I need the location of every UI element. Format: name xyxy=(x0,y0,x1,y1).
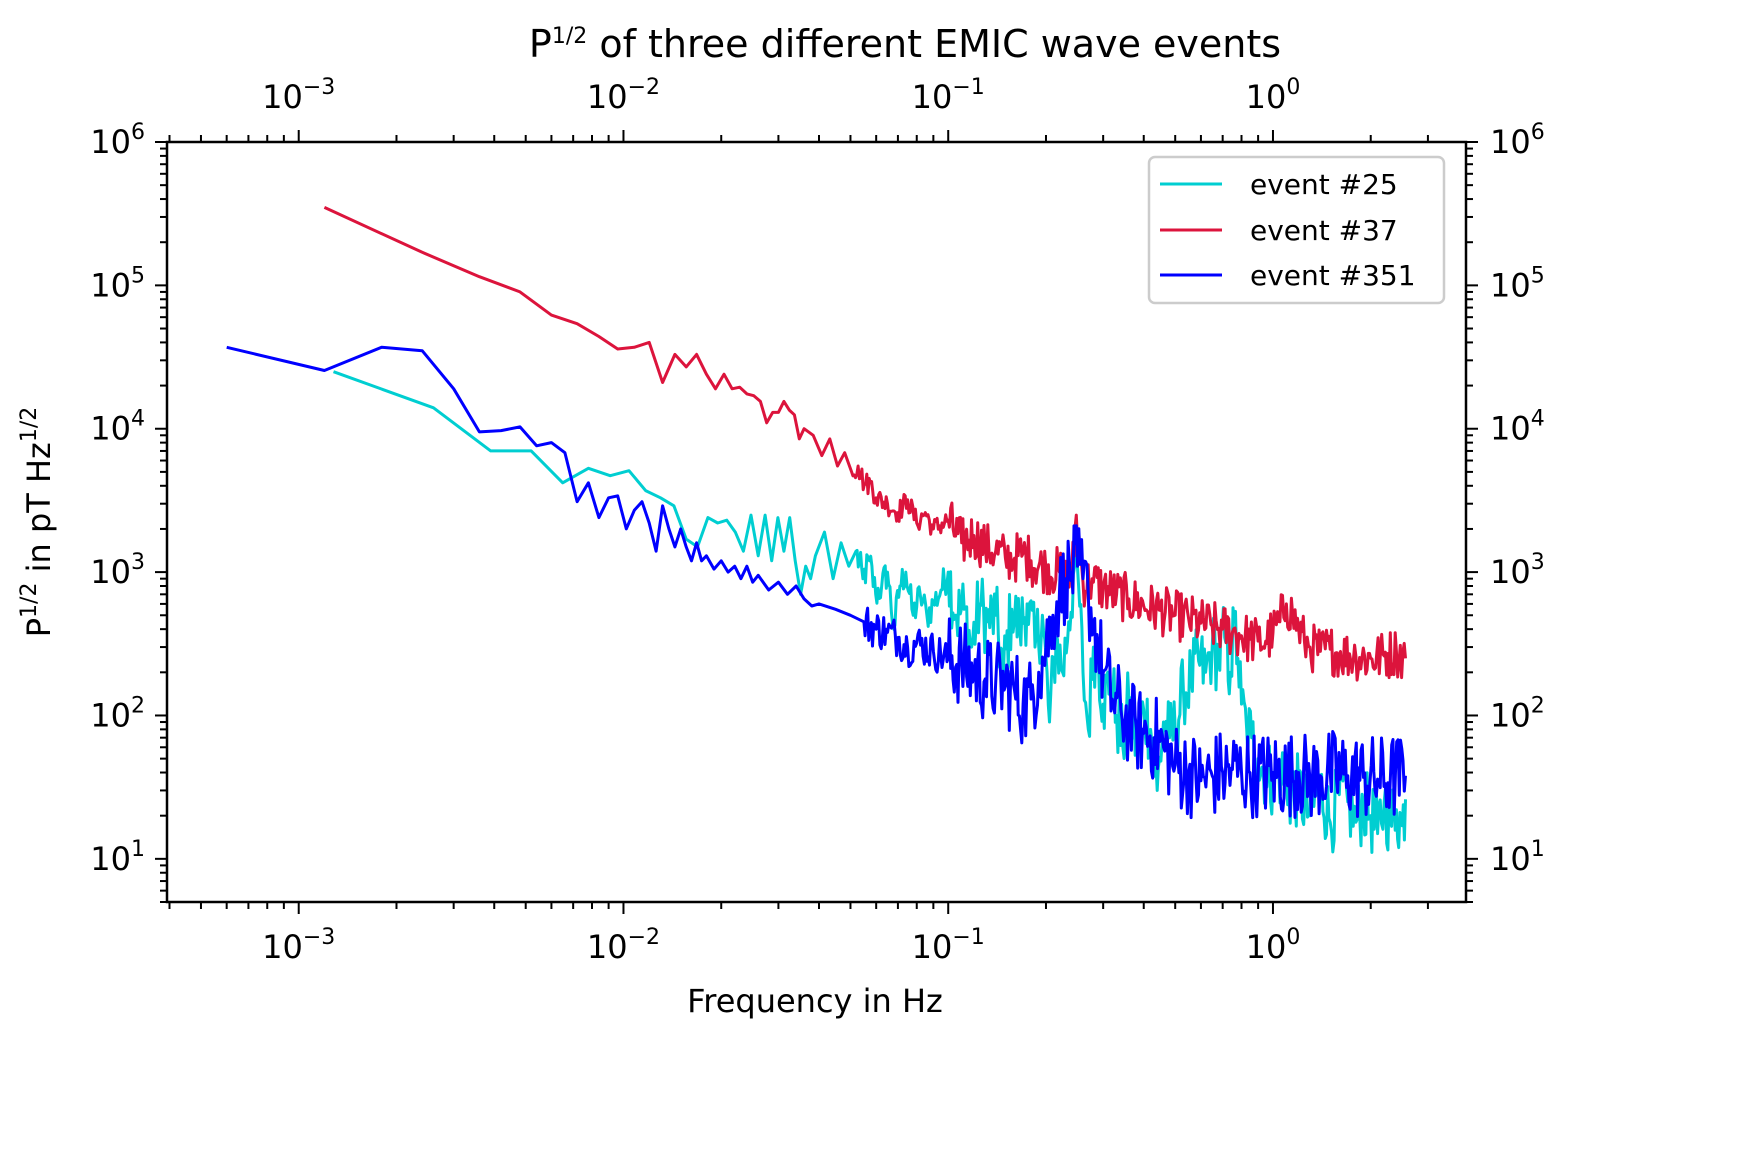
legend-item: event #37 xyxy=(1160,214,1398,247)
series-line-event-351 xyxy=(226,345,1407,820)
legend-item: event #25 xyxy=(1160,168,1398,201)
x-top-tick-label: 10−2 xyxy=(587,75,660,116)
plot-frame xyxy=(165,140,1468,904)
x-tick-label: 10−3 xyxy=(262,925,335,966)
y-right-tick-label: 105 xyxy=(1490,263,1545,304)
legend-box xyxy=(1147,155,1446,305)
series-layer xyxy=(226,206,1407,854)
series-line-event-37 xyxy=(323,206,1407,682)
y-tick-label: 103 xyxy=(90,550,145,591)
y-right-tick-label: 103 xyxy=(1490,550,1545,591)
legend-item: event #351 xyxy=(1160,259,1416,292)
y-right-tick-label: 101 xyxy=(1490,837,1545,878)
x-top-tick-label: 100 xyxy=(1246,75,1301,116)
tick-labels-layer: 10−3 10−3 10−2 10−2 10−1 10−1 100 100 101 101 102 1… xyxy=(90,75,1544,966)
chart-title: P1/2 of three different EMIC wave events xyxy=(529,22,1281,66)
y-right-tick-label: 104 xyxy=(1490,407,1545,448)
y-tick-label: 104 xyxy=(90,407,145,448)
x-tick-label: 100 xyxy=(1246,925,1301,966)
y-axis-label: P1/2 in pT Hz1/2 xyxy=(17,407,58,638)
x-top-tick-label: 10−1 xyxy=(912,75,985,116)
series-line-event-25 xyxy=(332,370,1407,854)
legend: event #25 event #37 event #351 xyxy=(1147,155,1446,305)
y-tick-label: 106 xyxy=(90,120,145,161)
y-tick-label: 102 xyxy=(90,693,145,734)
y-tick-label: 105 xyxy=(90,263,145,304)
x-tick-label: 10−1 xyxy=(912,925,985,966)
legend-label: event #37 xyxy=(1250,214,1398,247)
y-right-tick-label: 106 xyxy=(1490,120,1545,161)
ticks-layer xyxy=(155,130,1478,914)
legend-label: event #351 xyxy=(1250,259,1416,292)
y-tick-label: 101 xyxy=(90,837,145,878)
y-right-tick-label: 102 xyxy=(1490,693,1545,734)
x-tick-label: 10−2 xyxy=(587,925,660,966)
x-top-tick-label: 10−3 xyxy=(262,75,335,116)
x-axis-label: Frequency in Hz xyxy=(687,982,943,1020)
legend-label: event #25 xyxy=(1250,168,1398,201)
